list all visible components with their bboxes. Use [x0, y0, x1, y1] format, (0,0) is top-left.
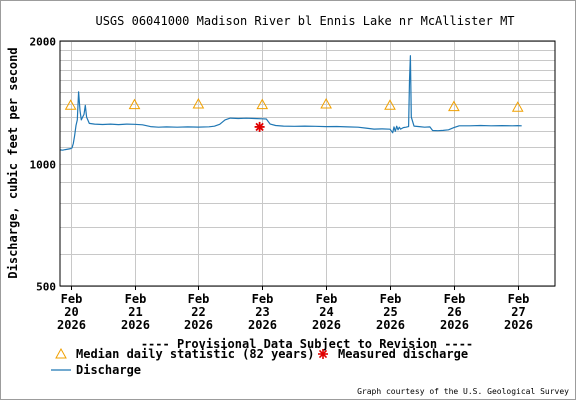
median-marker — [192, 98, 205, 109]
median-marker — [448, 100, 460, 112]
plot-border — [59, 40, 556, 287]
median-marker — [128, 98, 141, 110]
x-tick-label: 21 — [128, 305, 142, 319]
x-tick-label: 27 — [511, 305, 525, 319]
x-tick-label: Feb — [444, 292, 466, 306]
x-tick-label: 20 — [64, 305, 78, 319]
provisional-note: ---- Provisional Data Subject to Revisio… — [141, 337, 473, 351]
x-tick-label: 2026 — [57, 318, 86, 332]
x-tick-label: 24 — [319, 305, 333, 319]
chart-title: USGS 06041000 Madison River bl Ennis Lak… — [95, 14, 514, 28]
y-tick-label: 2000 — [30, 36, 57, 49]
asterisk-stroke — [255, 122, 264, 132]
x-tick-label: Feb — [188, 292, 210, 306]
legend-label: Measured discharge — [338, 347, 468, 361]
legend: Median daily statistic (82 years) Measure… — [51, 347, 468, 377]
legend-label: Discharge — [76, 363, 141, 377]
x-tick-label: 2026 — [440, 318, 469, 332]
series-layer — [59, 55, 524, 151]
x-tick-label: 2026 — [312, 318, 341, 332]
legend-asterisk-icon — [318, 349, 328, 359]
median-marker — [256, 98, 269, 110]
x-tick-label: 2026 — [184, 318, 213, 332]
x-tick-label: 22 — [191, 305, 205, 319]
credit-note: Graph courtesy of the U.S. Geological Su… — [357, 387, 569, 396]
x-tick-label: Feb — [380, 292, 402, 306]
x-tick-label: Feb — [316, 292, 338, 306]
median-marker — [320, 98, 332, 109]
x-tick-label: 23 — [255, 305, 269, 319]
asterisk-stroke — [318, 349, 328, 359]
discharge-line — [59, 55, 522, 151]
y-tick-label: 500 — [36, 281, 56, 294]
legend-triangle-icon — [55, 347, 67, 359]
x-tick-label: 2026 — [504, 318, 533, 332]
x-tick-label: 2026 — [248, 318, 277, 332]
axis-labels: 50010002000Feb202026Feb212026Feb222026Fe… — [30, 36, 533, 333]
x-tick-label: Feb — [508, 292, 530, 306]
measured-discharge-marker — [254, 121, 265, 132]
x-tick-label: 25 — [383, 305, 397, 319]
x-tick-label: Feb — [61, 292, 83, 306]
x-tick-label: 26 — [447, 305, 461, 319]
median-marker — [64, 99, 77, 110]
y-tick-label: 1000 — [30, 159, 57, 172]
plot-area — [60, 41, 555, 286]
x-tick-label: 2026 — [376, 318, 405, 332]
y-axis-label: Discharge, cubic feet per second — [6, 47, 20, 278]
median-marker — [384, 99, 396, 110]
median-marker — [511, 101, 524, 112]
x-tick-label: Feb — [125, 292, 147, 306]
x-tick-label: Feb — [252, 292, 274, 306]
legend-label: Median daily statistic (82 years) — [76, 347, 314, 361]
x-tick-label: 2026 — [121, 318, 150, 332]
